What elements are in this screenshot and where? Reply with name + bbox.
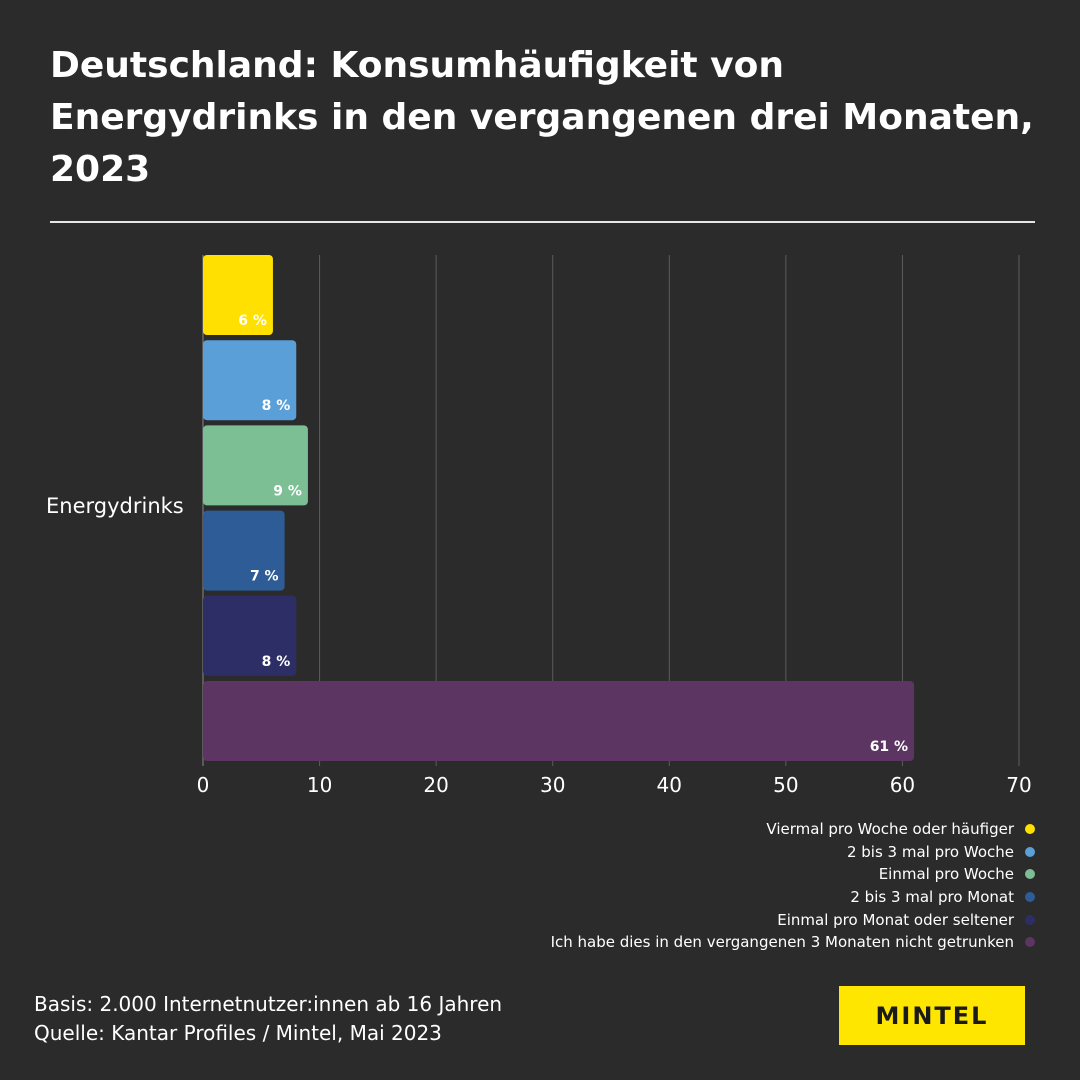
x-tick-label: 30 [540, 773, 565, 797]
data-label: 9 % [273, 483, 302, 499]
bar [203, 255, 273, 335]
legend-label: Einmal pro Monat oder seltener [777, 910, 1014, 929]
legend-item: Einmal pro Woche [335, 863, 1035, 886]
legend-label: Einmal pro Woche [878, 865, 1014, 884]
legend-swatch [1025, 824, 1035, 835]
mintel-logo: MINTEL [839, 986, 1025, 1045]
category-label: Energydrinks [46, 494, 184, 518]
legend-item: Viermal pro Woche oder häufiger [335, 818, 1035, 841]
legend-label: 2 bis 3 mal pro Monat [850, 888, 1014, 907]
legend-swatch [1025, 846, 1035, 857]
legend-label: 2 bis 3 mal pro Woche [846, 842, 1014, 861]
legend-label: Viermal pro Woche oder häufiger [766, 820, 1014, 839]
legend-item: 2 bis 3 mal pro Monat [335, 886, 1035, 909]
x-tick-label: 40 [657, 773, 682, 797]
legend-swatch [1025, 892, 1035, 903]
x-tick-label: 50 [773, 773, 798, 797]
footnote: Basis: 2.000 Internetnutzer:innen ab 16 … [34, 990, 502, 1048]
x-tick-label: 60 [890, 773, 915, 797]
legend-swatch [1025, 869, 1035, 880]
x-tick-label: 0 [197, 773, 210, 797]
data-label: 8 % [262, 398, 291, 414]
title-divider [50, 221, 1035, 223]
data-label: 6 % [238, 313, 267, 329]
legend-item: Ich habe dies in den vergangenen 3 Monat… [335, 931, 1035, 954]
bar [203, 681, 915, 761]
bar-chart: 0 10 20 30 40 50 60 70 Energydrinks 6 % 8 % 9 % 7 % 8… [46, 255, 1032, 797]
bar [203, 510, 285, 591]
bar [203, 595, 297, 676]
legend: Viermal pro Woche oder häufiger 2 bis 3 m… [335, 818, 1035, 954]
legend-item: 2 bis 3 mal pro Woche [335, 841, 1035, 864]
data-label: 7 % [250, 569, 279, 585]
data-label: 8 % [262, 654, 291, 670]
legend-label: Ich habe dies in den vergangenen 3 Monat… [550, 933, 1014, 952]
data-label: 61 % [870, 739, 908, 755]
chart-title: Deutschland: Konsumhäufigkeit von Energy… [50, 45, 1034, 190]
legend-swatch [1025, 937, 1035, 948]
bar [203, 340, 297, 421]
legend-swatch [1025, 914, 1035, 925]
x-tick-label: 10 [307, 773, 332, 797]
x-tick-label: 70 [1006, 773, 1031, 797]
footnote-basis: Basis: 2.000 Internetnutzer:innen ab 16 … [34, 992, 503, 1016]
x-tick-label: 20 [423, 773, 448, 797]
legend-item: Einmal pro Monat oder seltener [335, 908, 1035, 931]
footnote-source: Quelle: Kantar Profiles / Mintel, Mai 20… [34, 1021, 442, 1045]
bar [203, 425, 308, 506]
